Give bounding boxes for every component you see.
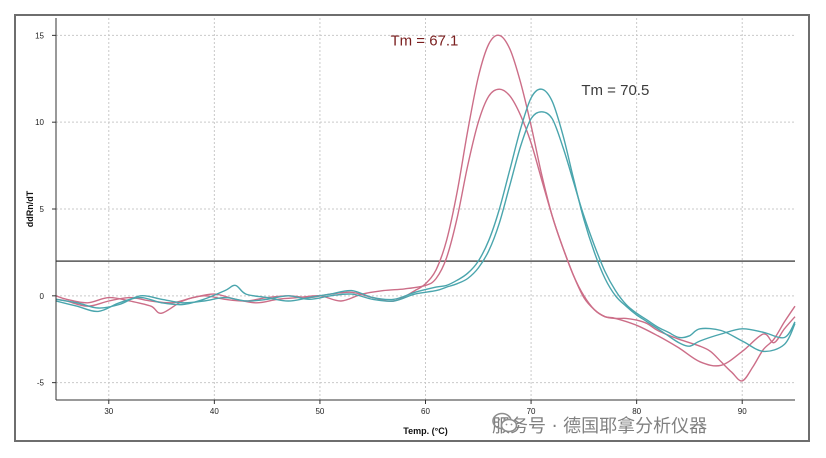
y-tick-label: -5: [37, 379, 45, 388]
x-tick-label: 80: [632, 407, 641, 416]
series-line-teal-2[interactable]: [55, 111, 796, 353]
grid: [56, 18, 795, 400]
x-axis-ticks: 30 40 50 60 70 80 90: [104, 400, 747, 416]
x-tick-label: 40: [210, 407, 219, 416]
series-line-red-2[interactable]: [55, 88, 796, 367]
x-tick-label: 70: [527, 407, 536, 416]
y-tick-label: 5: [40, 205, 45, 214]
x-axis-title: Temp. (°C): [403, 426, 447, 436]
tm-annotation-red: Tm = 67.1: [390, 32, 458, 49]
watermark-text: 服务号 · 德国耶拿分析仪器: [492, 416, 708, 437]
x-tick-label: 50: [315, 407, 324, 416]
y-axis-title: ddRn/dT: [25, 190, 35, 227]
series-layer: [55, 34, 796, 382]
y-tick-label: 0: [40, 292, 45, 301]
axes: [55, 18, 795, 401]
x-tick-label: 30: [104, 407, 113, 416]
series-line-teal-1[interactable]: [55, 88, 796, 347]
x-tick-label: 90: [738, 407, 747, 416]
y-tick-label: 15: [35, 31, 44, 40]
watermark: 服务号 · 德国耶拿分析仪器: [492, 412, 707, 438]
y-tick-label: 10: [35, 118, 44, 127]
x-tick-label: 60: [421, 407, 430, 416]
wechat-icon: [492, 412, 518, 433]
y-axis-ticks: -5 0 5 10 15: [35, 31, 56, 388]
tm-annotation-teal: Tm = 70.5: [581, 82, 649, 99]
